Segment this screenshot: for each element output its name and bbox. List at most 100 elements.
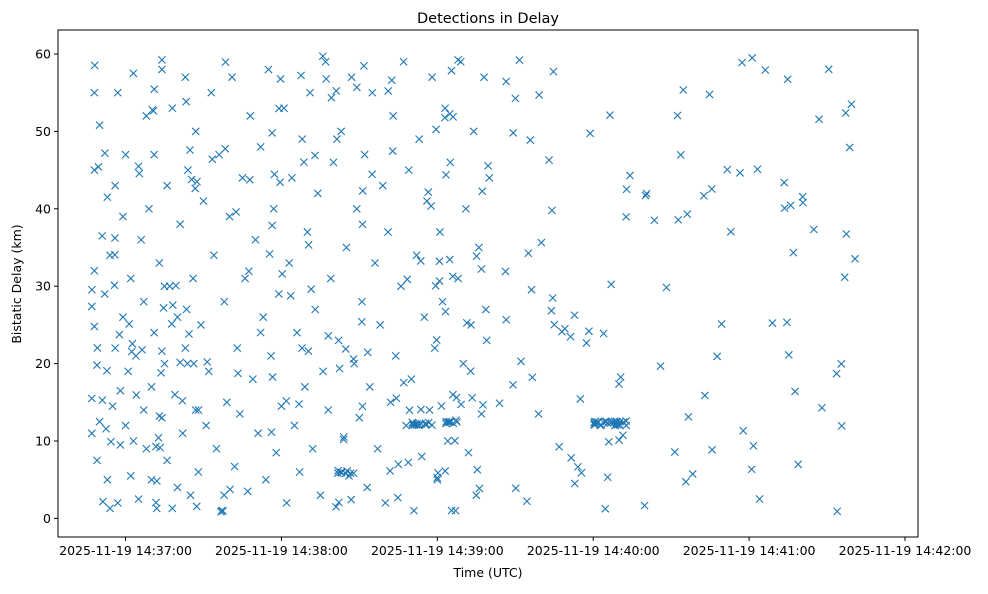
data-point [336, 468, 345, 477]
data-point [275, 104, 284, 113]
data-point [332, 135, 341, 144]
data-point [547, 306, 556, 315]
data-point [313, 189, 322, 198]
data-point [738, 58, 747, 67]
data-point [650, 216, 659, 225]
data-point [699, 191, 708, 200]
data-point [181, 73, 190, 82]
data-point [286, 291, 295, 300]
data-point [155, 258, 164, 267]
data-point [739, 426, 748, 435]
data-point [157, 55, 166, 64]
data-point [106, 437, 115, 446]
data-point [399, 378, 408, 387]
data-point [475, 484, 484, 493]
data-point [121, 150, 130, 159]
data-point [437, 402, 446, 410]
data-point [441, 170, 450, 179]
data-point [474, 243, 483, 252]
data-point [332, 502, 340, 511]
data-point [370, 258, 379, 267]
data-point [212, 444, 221, 453]
y-tick-label: 40 [35, 201, 51, 216]
data-point [285, 258, 294, 267]
data-point [105, 504, 114, 513]
data-point [148, 105, 157, 114]
data-point [297, 71, 306, 80]
data-point [601, 504, 610, 513]
data-point [116, 440, 125, 449]
data-point [404, 166, 413, 175]
data-point [438, 297, 447, 306]
data-point [310, 151, 319, 160]
data-point [191, 127, 200, 136]
data-point [602, 417, 611, 426]
data-point [248, 375, 257, 384]
data-point [755, 495, 764, 503]
data-point [304, 347, 313, 356]
data-point [409, 506, 418, 515]
data-point [622, 185, 631, 194]
data-point [451, 506, 460, 515]
data-point [160, 359, 169, 368]
data-point [408, 420, 417, 429]
data-point [256, 328, 265, 337]
data-point [311, 305, 320, 314]
data-point [363, 483, 372, 492]
data-point [599, 329, 608, 338]
data-point [267, 351, 276, 360]
data-point [126, 274, 135, 283]
data-point [586, 129, 595, 138]
data-point [590, 420, 599, 429]
data-point [272, 448, 281, 457]
data-point [435, 276, 444, 285]
data-point [243, 487, 252, 496]
data-point [194, 406, 203, 414]
data-point [115, 330, 124, 339]
data-point [454, 55, 463, 64]
data-point [384, 86, 393, 95]
data-point [235, 409, 244, 418]
data-point [90, 322, 99, 331]
data-point [433, 468, 442, 477]
data-point [299, 158, 308, 167]
data-point [298, 344, 307, 353]
data-point [337, 127, 346, 136]
data-point [618, 431, 627, 440]
data-point [137, 235, 146, 244]
data-point [708, 445, 717, 454]
data-point [134, 162, 143, 171]
data-point [87, 394, 96, 403]
data-point [557, 327, 566, 336]
data-point [110, 250, 119, 259]
data-point [386, 466, 395, 475]
data-point [126, 471, 135, 480]
data-point [182, 97, 191, 106]
data-point [478, 400, 487, 409]
data-point [614, 419, 623, 428]
data-point [268, 373, 277, 382]
data-point [570, 311, 579, 320]
data-point [447, 506, 456, 515]
data-point [134, 495, 143, 504]
data-point [450, 436, 459, 445]
data-point [407, 375, 416, 384]
data-point [847, 100, 856, 109]
data-point [430, 344, 439, 353]
data-point [157, 65, 166, 74]
data-point [332, 86, 341, 95]
data-point [447, 66, 456, 75]
data-point [244, 267, 253, 276]
data-point [184, 330, 193, 339]
data-point [472, 252, 481, 261]
data-point [334, 498, 343, 507]
data-point [604, 437, 613, 446]
data-point [121, 421, 130, 430]
data-point [128, 339, 137, 348]
data-point [440, 113, 449, 122]
data-point [768, 319, 777, 328]
data-point [684, 412, 693, 421]
data-point [215, 150, 224, 159]
data-point [268, 221, 277, 230]
data-point [300, 382, 309, 391]
